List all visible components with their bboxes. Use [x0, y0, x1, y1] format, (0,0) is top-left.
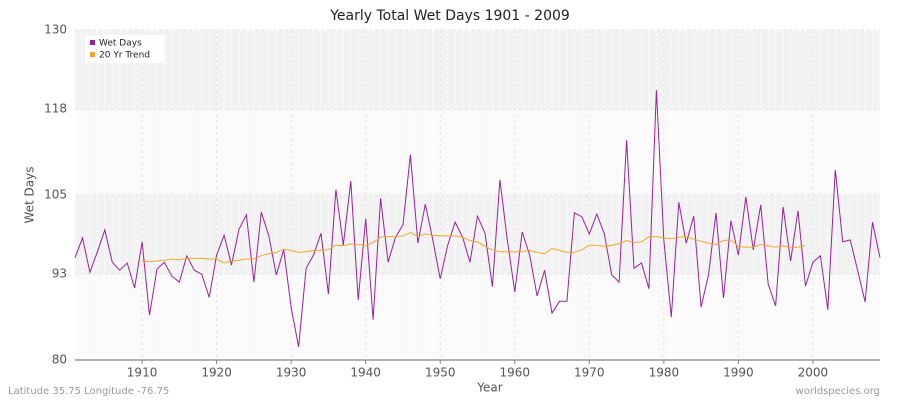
- x-tick-label: 1950: [425, 366, 456, 380]
- x-tick-label: 1910: [127, 366, 158, 380]
- footer-right: worldspecies.org: [796, 386, 880, 397]
- y-tick-label: 80: [52, 353, 67, 367]
- x-tick-label: 1980: [649, 366, 680, 380]
- legend-swatch: [90, 52, 95, 57]
- y-tick-label: 130: [44, 23, 67, 37]
- x-tick-label: 2000: [798, 366, 829, 380]
- x-tick-label: 1920: [201, 366, 232, 380]
- x-tick-label: 1970: [574, 366, 605, 380]
- x-tick-label: 1930: [276, 366, 307, 380]
- y-tick-label: 118: [44, 102, 67, 116]
- grid-band: [75, 274, 880, 360]
- grid-band: [75, 30, 880, 110]
- data-line: [74, 90, 881, 347]
- legend-box: [85, 35, 165, 63]
- y-axis-label: Wet Days: [23, 166, 37, 223]
- legend-swatch: [90, 40, 95, 45]
- x-tick-label: 1990: [723, 366, 754, 380]
- data-line: [142, 232, 806, 264]
- x-tick-label: 1960: [499, 366, 530, 380]
- legend: Wet Days 20 Yr Trend: [85, 35, 165, 63]
- legend-label: 20 Yr Trend: [99, 51, 150, 61]
- x-tick-label: 1940: [350, 366, 381, 380]
- x-axis-label: Year: [476, 381, 502, 395]
- footer-left: Latitude 35.75 Longitude -76.75: [8, 386, 169, 397]
- y-tick-label: 93: [52, 267, 67, 281]
- legend-label: Wet Days: [99, 39, 142, 49]
- y-tick-label: 105: [44, 188, 67, 202]
- chart-title: Yearly Total Wet Days 1901 - 2009: [329, 8, 570, 24]
